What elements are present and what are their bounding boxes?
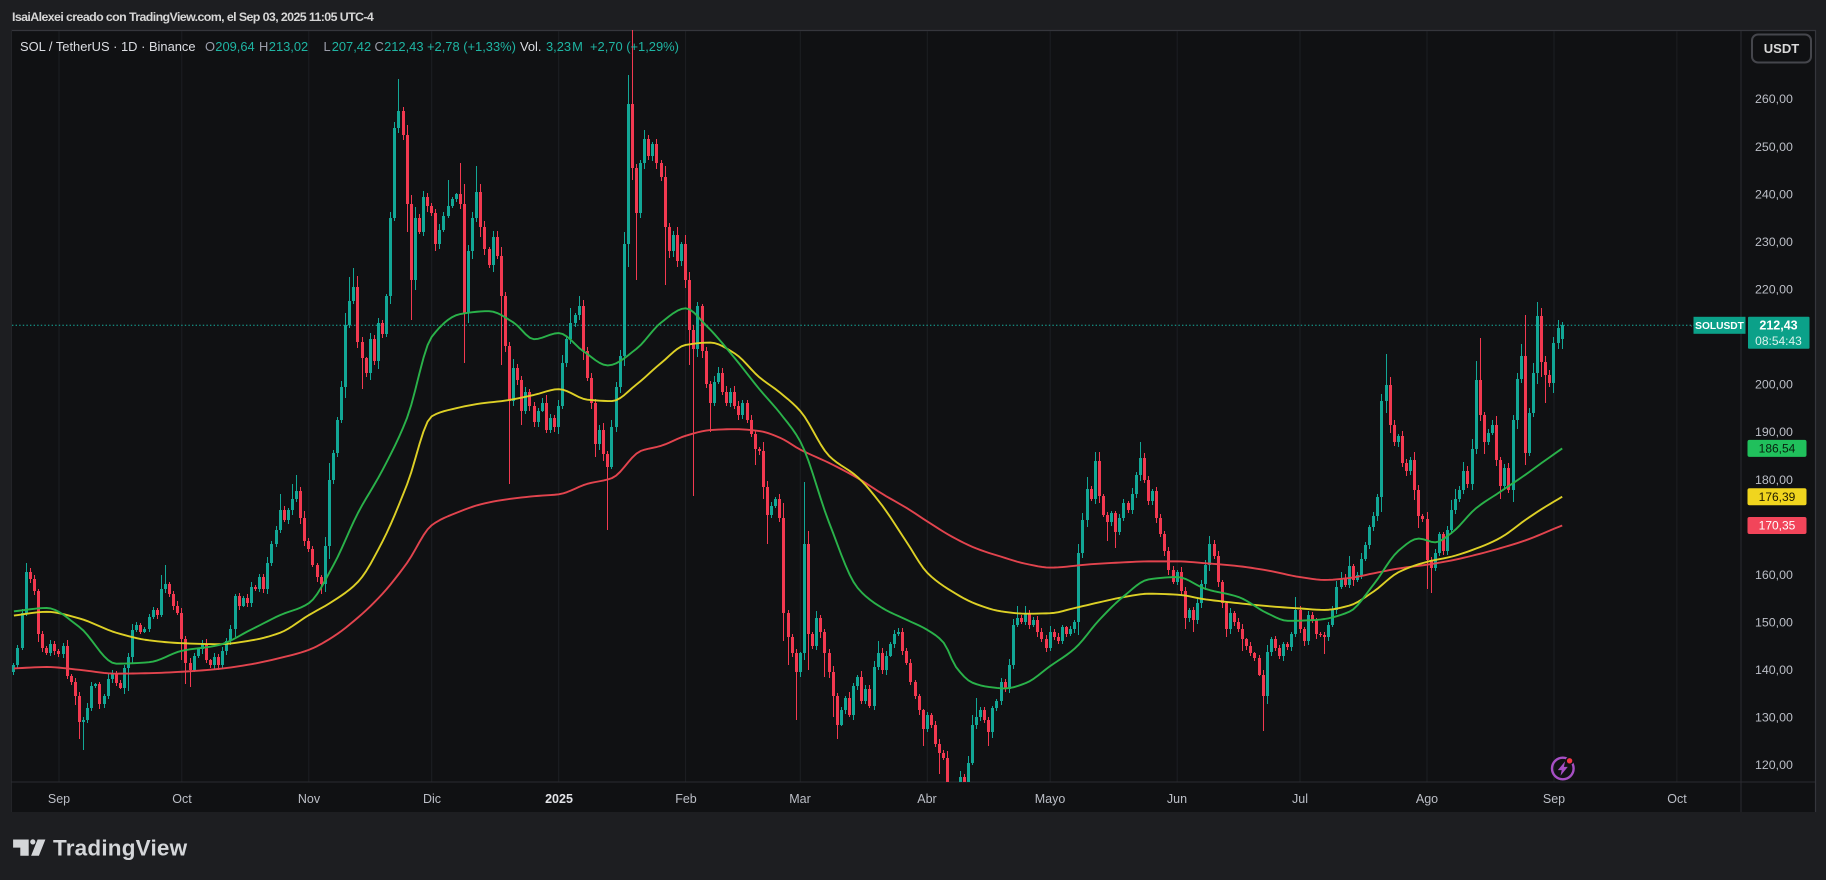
svg-text:SOL / TetherUS · 1D · Binance: SOL / TetherUS · 1D · Binance (20, 39, 196, 54)
svg-text:220,00: 220,00 (1755, 283, 1793, 297)
svg-text:207,42: 207,42 (332, 39, 371, 54)
svg-text:C: C (375, 39, 384, 54)
svg-text:209,64: 209,64 (215, 39, 254, 54)
svg-text:260,00: 260,00 (1755, 92, 1793, 106)
svg-text:Sep: Sep (1543, 792, 1565, 806)
svg-text:Oct: Oct (1667, 792, 1687, 806)
svg-text:IsaiAlexei creado con TradingV: IsaiAlexei creado con TradingView.com, e… (12, 10, 374, 24)
svg-text:3,23 M: 3,23 M (546, 39, 583, 54)
svg-text:250,00: 250,00 (1755, 140, 1793, 154)
svg-text:Vol.: Vol. (520, 39, 542, 54)
svg-text:Feb: Feb (675, 792, 697, 806)
svg-text:+2,70 (+1,29%): +2,70 (+1,29%) (590, 39, 679, 54)
svg-text:TradingView: TradingView (53, 836, 188, 861)
svg-text:L: L (324, 39, 331, 54)
svg-text:176,39: 176,39 (1759, 490, 1796, 504)
svg-text:Mayo: Mayo (1035, 792, 1066, 806)
svg-text:H: H (259, 39, 268, 54)
svg-text:180,00: 180,00 (1755, 473, 1793, 487)
svg-text:Sep: Sep (48, 792, 70, 806)
svg-text:O: O (205, 39, 215, 54)
svg-text:USDT: USDT (1764, 41, 1799, 56)
svg-text:Dic: Dic (423, 792, 441, 806)
svg-text:08:54:43: 08:54:43 (1755, 334, 1802, 348)
svg-text:130,00: 130,00 (1755, 711, 1793, 725)
svg-text:200,00: 200,00 (1755, 378, 1793, 392)
svg-text:170,35: 170,35 (1759, 519, 1796, 533)
svg-text:230,00: 230,00 (1755, 235, 1793, 249)
svg-text:190,00: 190,00 (1755, 425, 1793, 439)
svg-text:Jun: Jun (1167, 792, 1187, 806)
svg-text:Nov: Nov (298, 792, 321, 806)
svg-text:212,43: 212,43 (384, 39, 423, 54)
svg-text:150,00: 150,00 (1755, 616, 1793, 630)
svg-text:120,00: 120,00 (1755, 758, 1793, 772)
svg-text:Ago: Ago (1416, 792, 1438, 806)
svg-text:2025: 2025 (545, 792, 573, 806)
svg-text:Abr: Abr (917, 792, 936, 806)
svg-text:Jul: Jul (1292, 792, 1308, 806)
svg-text:Oct: Oct (172, 792, 192, 806)
svg-text:240,00: 240,00 (1755, 187, 1793, 201)
svg-text:213,02: 213,02 (269, 39, 308, 54)
svg-text:140,00: 140,00 (1755, 663, 1793, 677)
svg-text:160,00: 160,00 (1755, 568, 1793, 582)
svg-text:+2,78 (+1,33%): +2,78 (+1,33%) (427, 39, 516, 54)
svg-text:212,43: 212,43 (1759, 319, 1797, 333)
svg-text:SOLUSDT: SOLUSDT (1695, 321, 1744, 332)
svg-text:Mar: Mar (789, 792, 811, 806)
svg-text:186,54: 186,54 (1759, 442, 1796, 456)
